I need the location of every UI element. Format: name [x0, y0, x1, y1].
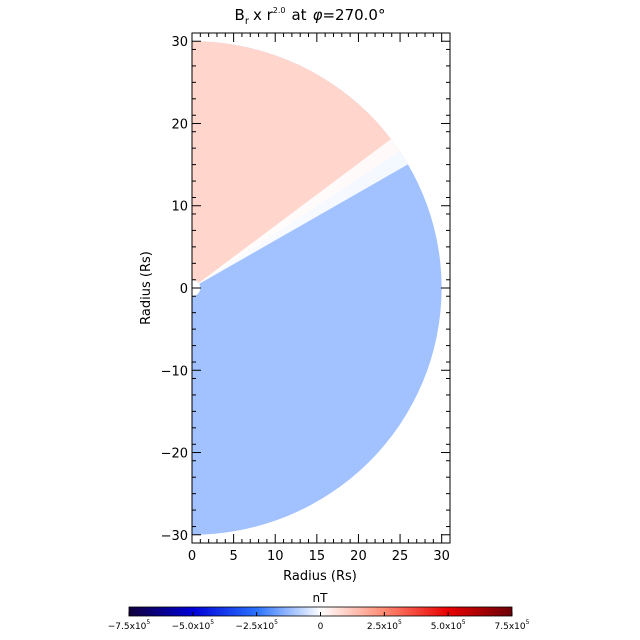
title-variable: B	[235, 6, 245, 24]
x-tick-label: 15	[309, 549, 326, 564]
y-tick-label: −30	[161, 529, 188, 544]
colorbar: nT −7.5x105 −5.0x105 −2.5x105 0 2.5x105 5.0x1…	[108, 591, 530, 632]
x-tick-label: 0	[188, 549, 196, 564]
x-tick-label: 20	[350, 549, 367, 564]
y-tick-label: −20	[161, 447, 188, 462]
title-operator: x r	[253, 6, 274, 24]
x-tick-label: 25	[392, 549, 409, 564]
x-axis-label: Radius (Rs)	[283, 569, 357, 584]
colorbar-tick-label: 0	[318, 622, 324, 632]
title-phi-value: =270.0°	[322, 6, 385, 24]
y-tick-label: 20	[171, 117, 188, 132]
colorbar-tick-label: 2.5x105	[367, 619, 402, 632]
colorbar-tick-label: −5.0x105	[172, 619, 215, 632]
x-tick-label: 30	[433, 549, 450, 564]
title-exponent: 2.0	[273, 6, 286, 15]
y-tick-label: −10	[161, 364, 188, 379]
title-subscript: r	[245, 16, 250, 27]
title-phi: φ	[313, 6, 323, 24]
y-axis-label: Radius (Rs)	[139, 251, 154, 325]
x-tick-label: 10	[267, 549, 284, 564]
colorbar-tick-label: 7.5x105	[495, 619, 530, 632]
y-tick-label: 30	[171, 35, 188, 50]
colorbar-tick-label: −7.5x105	[108, 619, 151, 632]
colorbar-label: nT	[313, 591, 329, 605]
chart-title: Br x r2.0 at φ=270.0°	[235, 6, 386, 27]
colorbar-tick-label: −2.5x105	[235, 619, 278, 632]
plot-area	[192, 41, 442, 535]
y-tick-label: 0	[180, 282, 188, 297]
x-tick-label: 5	[229, 549, 237, 564]
colorbar-tick-label: 5.0x105	[431, 619, 466, 632]
axes: 0 5 10 15 20 25 30 −30 −20 −10 0 10 20 30	[161, 32, 451, 564]
title-at: at	[291, 6, 306, 24]
y-tick-label: 10	[171, 200, 188, 215]
